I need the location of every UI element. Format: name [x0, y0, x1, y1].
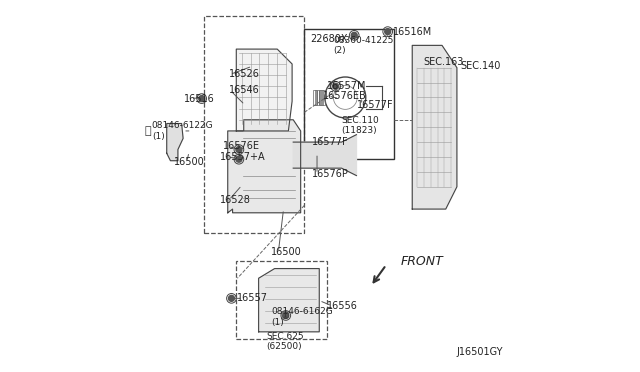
- Text: 16557M: 16557M: [326, 81, 366, 91]
- Circle shape: [199, 96, 205, 102]
- Text: 16500: 16500: [271, 247, 301, 257]
- Polygon shape: [228, 120, 301, 213]
- Text: 16577F: 16577F: [312, 137, 348, 147]
- Circle shape: [333, 83, 339, 89]
- Text: 16576P: 16576P: [312, 169, 349, 179]
- Text: 16526: 16526: [229, 70, 260, 79]
- Polygon shape: [236, 49, 292, 131]
- Circle shape: [236, 147, 242, 153]
- Text: 08146-6122G
(1): 08146-6122G (1): [152, 121, 214, 141]
- Text: 16576E: 16576E: [223, 141, 260, 151]
- Text: ①: ①: [280, 311, 289, 321]
- Text: 16528: 16528: [220, 195, 251, 205]
- Text: SEC.140: SEC.140: [461, 61, 501, 71]
- Text: 16576EB: 16576EB: [323, 91, 367, 101]
- Text: 08146-6162G
(1): 08146-6162G (1): [271, 307, 333, 327]
- Text: SEC.625
(62500): SEC.625 (62500): [266, 332, 304, 351]
- Text: 16516M: 16516M: [392, 27, 432, 36]
- Text: 16500: 16500: [174, 157, 205, 167]
- Text: 16516: 16516: [184, 94, 215, 103]
- Text: 22680X: 22680X: [310, 34, 348, 44]
- Circle shape: [228, 295, 234, 301]
- Circle shape: [283, 312, 289, 318]
- Polygon shape: [259, 269, 319, 332]
- Text: SEC.163: SEC.163: [424, 58, 464, 67]
- Text: 16557+A: 16557+A: [220, 152, 266, 162]
- Polygon shape: [293, 135, 356, 176]
- Circle shape: [385, 29, 390, 35]
- Text: Ⓑ: Ⓑ: [145, 126, 152, 136]
- Text: 08360-41225
(2): 08360-41225 (2): [333, 36, 394, 55]
- Text: 16557: 16557: [237, 294, 268, 303]
- Polygon shape: [167, 124, 183, 161]
- Text: SEC.110
(11823): SEC.110 (11823): [342, 116, 380, 135]
- Text: FRONT: FRONT: [401, 255, 444, 267]
- Circle shape: [236, 156, 242, 162]
- Polygon shape: [412, 45, 457, 209]
- Text: 16556: 16556: [326, 301, 358, 311]
- Text: J16501GY: J16501GY: [457, 347, 504, 356]
- Text: 16577F: 16577F: [356, 100, 393, 110]
- Text: 16546: 16546: [229, 85, 260, 95]
- Circle shape: [351, 32, 357, 38]
